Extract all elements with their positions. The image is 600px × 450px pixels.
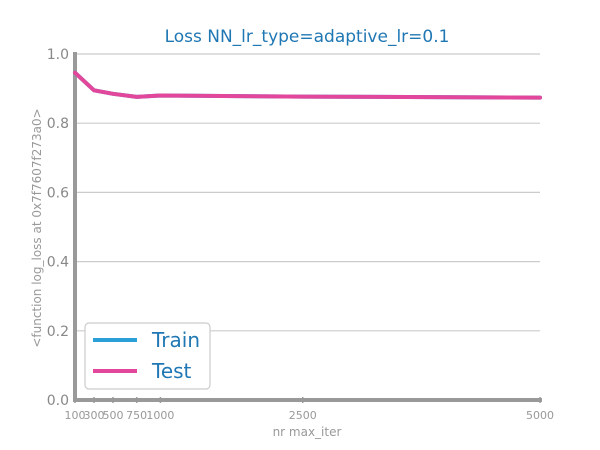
x-tick-label: 300: [83, 409, 104, 422]
axes: [73, 52, 542, 402]
legend-label-test: Test: [151, 359, 192, 383]
legend-label-train: Train: [151, 328, 200, 352]
y-tick-label: 0.4: [47, 255, 69, 271]
y-tick-label: 1.0: [47, 47, 69, 63]
series-line-test: [73, 70, 542, 100]
x-tick-label: 100: [65, 409, 86, 422]
x-tick-label: 5000: [526, 409, 554, 422]
series-lines: [73, 70, 542, 100]
series-line-train: [73, 70, 542, 100]
y-tick-label: 0.8: [47, 116, 69, 132]
chart-title: Loss NN_lr_type=adaptive_lr=0.1: [165, 27, 450, 47]
y-tick-label: 0.2: [47, 324, 69, 340]
y-axis-label: <function log_loss at 0x7f7607f273a0>: [30, 108, 44, 347]
y-tick-label: 0.0: [47, 393, 69, 409]
x-tick-label: 500: [102, 409, 123, 422]
grid: [75, 53, 540, 332]
x-tick-label: 1000: [146, 409, 174, 422]
y-tick-label: 0.6: [47, 185, 69, 201]
x-tick-label: 750: [126, 409, 147, 422]
x-axis-label: nr max_iter: [273, 425, 342, 439]
legend: Train Test: [84, 322, 211, 390]
y-ticks: 0.0 0.2 0.4 0.6 0.8 1.0: [47, 47, 69, 409]
x-tick-label: 2500: [289, 409, 317, 422]
